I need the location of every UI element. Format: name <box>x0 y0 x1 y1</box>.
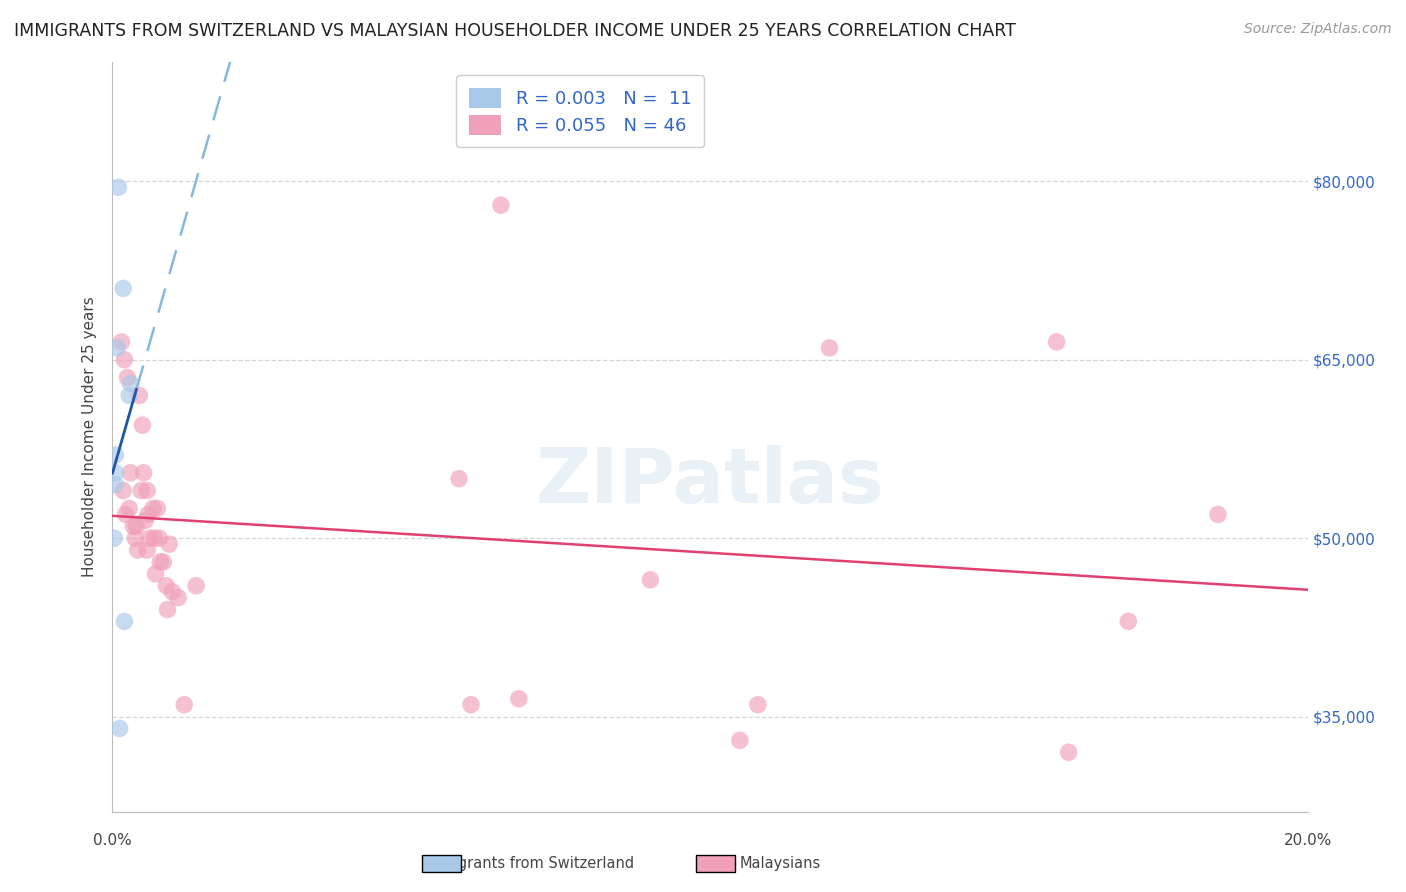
Point <box>508 691 530 706</box>
Point <box>127 543 149 558</box>
Point <box>747 698 769 712</box>
Point <box>105 341 128 355</box>
Point <box>447 472 470 486</box>
Point <box>104 448 127 462</box>
Point <box>1045 334 1069 349</box>
Point <box>112 483 135 498</box>
Legend: R = 0.003   N =  11, R = 0.055   N = 46: R = 0.003 N = 11, R = 0.055 N = 46 <box>456 75 704 147</box>
Point <box>489 198 512 212</box>
Point <box>117 370 139 384</box>
Text: Immigrants from Switzerland: Immigrants from Switzerland <box>420 856 634 871</box>
Point <box>120 376 142 391</box>
Point <box>173 698 195 712</box>
Point <box>107 180 129 194</box>
Point <box>156 602 179 616</box>
Point <box>104 466 127 480</box>
Point <box>162 584 183 599</box>
Text: Source: ZipAtlas.com: Source: ZipAtlas.com <box>1244 22 1392 37</box>
Point <box>143 531 166 545</box>
Point <box>157 537 180 551</box>
Point <box>118 388 141 402</box>
Point <box>112 281 135 295</box>
Point <box>186 579 208 593</box>
Point <box>145 566 167 581</box>
Point <box>460 698 482 712</box>
Point <box>149 555 172 569</box>
Point <box>124 531 146 545</box>
Point <box>129 483 152 498</box>
Point <box>131 418 153 433</box>
Point <box>167 591 190 605</box>
Point <box>136 483 159 498</box>
Text: Malaysians: Malaysians <box>740 856 821 871</box>
Text: 20.0%: 20.0% <box>1284 833 1331 848</box>
Point <box>120 466 142 480</box>
Point <box>125 519 148 533</box>
Point <box>114 508 136 522</box>
Point <box>148 531 170 545</box>
Point <box>1057 745 1080 759</box>
Point <box>638 573 662 587</box>
Point <box>142 501 165 516</box>
Text: IMMIGRANTS FROM SWITZERLAND VS MALAYSIAN HOUSEHOLDER INCOME UNDER 25 YEARS CORRE: IMMIGRANTS FROM SWITZERLAND VS MALAYSIAN… <box>14 22 1017 40</box>
Point <box>152 555 174 569</box>
Point <box>114 615 135 629</box>
Point <box>138 531 160 545</box>
Point <box>122 519 145 533</box>
Point <box>128 388 150 402</box>
Text: ZIPatlas: ZIPatlas <box>536 445 884 519</box>
Point <box>1206 508 1229 522</box>
Point <box>155 579 177 593</box>
Point <box>114 352 135 367</box>
Point <box>146 501 169 516</box>
Text: 0.0%: 0.0% <box>93 833 132 848</box>
Point <box>104 477 127 491</box>
Point <box>818 341 841 355</box>
Y-axis label: Householder Income Under 25 years: Householder Income Under 25 years <box>82 297 97 577</box>
Point <box>134 513 156 527</box>
Point <box>136 543 159 558</box>
Point <box>103 531 125 545</box>
Point <box>108 722 131 736</box>
Point <box>118 501 141 516</box>
Point <box>138 508 160 522</box>
Point <box>728 733 751 747</box>
Point <box>110 334 132 349</box>
Point <box>132 466 155 480</box>
Point <box>1118 615 1140 629</box>
